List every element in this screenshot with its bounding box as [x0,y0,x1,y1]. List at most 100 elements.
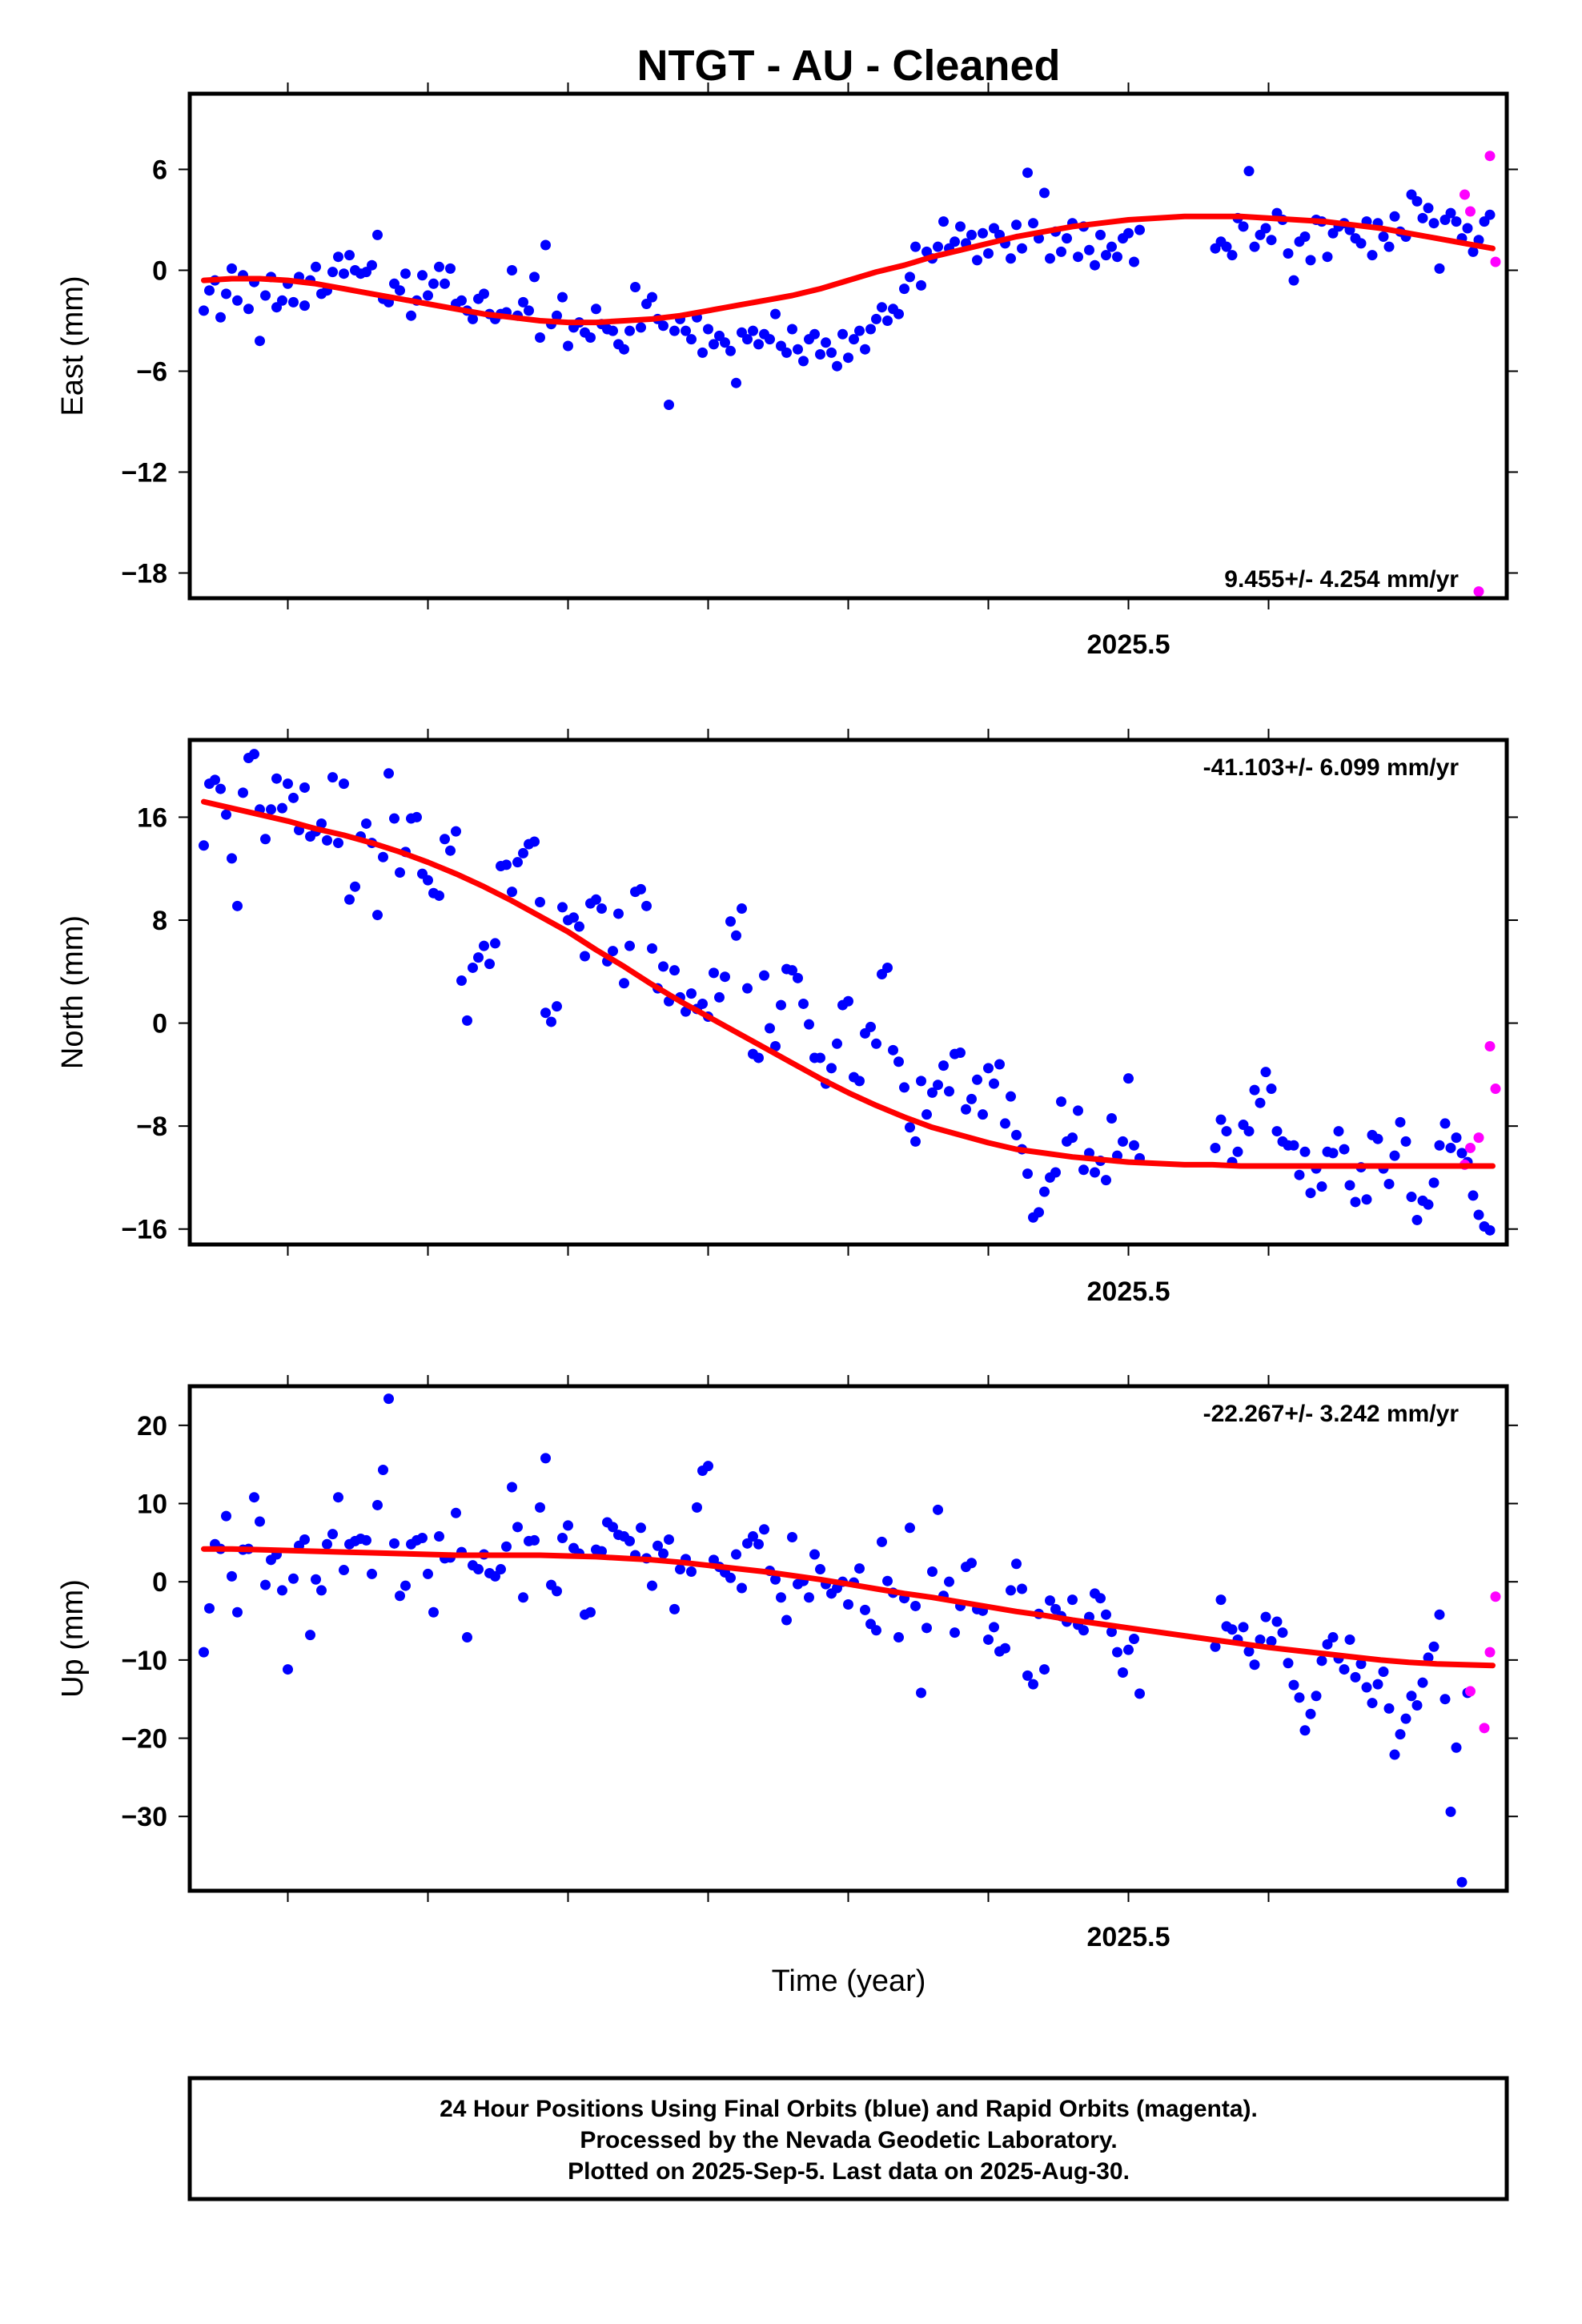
up-final-point [664,1534,674,1545]
east-final-point [1106,241,1117,252]
up-final-point [927,1566,938,1577]
up-ytick-label: −10 [121,1646,167,1676]
east-final-point [1073,251,1083,263]
north-final-point [490,938,500,949]
east-ytick-label: −18 [121,559,167,589]
up-final-point [725,1572,736,1583]
north-final-point [826,1063,837,1074]
east-final-point [1039,187,1050,199]
north-final-point [1344,1180,1355,1191]
north-final-point [484,959,495,970]
up-final-point [288,1573,299,1584]
east-final-point [288,296,299,308]
east-final-point [748,325,758,336]
caption-line-1: 24 Hour Positions Using Final Orbits (bl… [440,2096,1258,2122]
north-final-point [260,834,271,845]
caption-line-3: Plotted on 2025-Sep-5. Last data on 2025… [568,2158,1130,2185]
up-ytick-label: 20 [137,1411,167,1441]
east-final-point [1462,223,1473,234]
east-final-point [793,344,803,355]
east-final-point [686,334,697,345]
up-final-point [658,1548,669,1559]
east-rapid-point [1460,189,1470,200]
up-final-point [1445,1806,1456,1817]
east-final-point [742,334,753,345]
east-final-point [955,221,966,232]
east-final-point [1022,167,1033,179]
north-final-point [843,995,853,1007]
up-final-point [283,1664,293,1675]
east-final-point [854,325,865,336]
east-final-point [524,305,534,316]
north-final-point [983,1063,994,1074]
up-final-point [1045,1595,1055,1606]
north-final-point [972,1074,982,1085]
north-final-point [1101,1175,1111,1186]
up-final-point [260,1579,271,1590]
north-final-point [714,991,725,1003]
up-final-point [1283,1658,1294,1669]
up-final-point [1017,1583,1027,1594]
up-final-point [748,1531,758,1542]
north-ytick-label: −16 [121,1215,167,1245]
up-final-point [669,1603,680,1614]
up-final-point [1439,1694,1451,1705]
north-final-point [546,1016,556,1027]
up-final-point [871,1625,881,1636]
up-panel: 2025.5 20 10 0 −10 −20 −30 Up (mm) -22.267+/- 3.… [56,1375,1518,1952]
up-final-point [1423,1652,1434,1663]
east-final-point [232,295,243,306]
east-final-point [540,239,551,251]
up-final-point [1350,1671,1361,1683]
north-final-point [753,1052,764,1063]
north-ytick-label: 8 [152,906,167,936]
north-final-point [574,921,584,932]
east-ytick-label: 0 [152,256,167,287]
east-ytick-label: 6 [152,155,167,186]
north-final-point [1078,1164,1089,1176]
east-model-line [201,213,1496,326]
east-final-point [809,328,820,340]
north-final-point [759,970,769,981]
east-final-point [221,288,231,300]
up-final-point [1095,1593,1106,1604]
north-final-point [1255,1097,1266,1108]
up-final-point [1134,1688,1145,1699]
north-final-point [1011,1129,1022,1140]
up-rapid-point [1484,1647,1496,1658]
north-final-point [798,998,809,1009]
north-final-point [372,910,383,921]
north-final-point [910,1136,921,1147]
east-final-point [860,344,870,355]
east-final-point [299,300,310,312]
east-final-point [260,290,271,301]
up-final-point [596,1546,607,1557]
east-xtick-label: 2025.5 [1087,629,1170,660]
north-final-point [383,768,394,779]
north-final-point [238,787,248,798]
east-final-point [406,310,416,321]
north-final-point [899,1082,909,1093]
east-final-point [1112,251,1122,263]
east-final-point [731,377,741,388]
north-final-point [1006,1091,1016,1102]
up-final-point [563,1520,573,1531]
north-final-point [966,1093,977,1104]
up-final-point [1078,1625,1089,1636]
north-final-point [921,1109,932,1120]
north-final-point [1339,1144,1350,1155]
up-final-point [686,1566,697,1577]
up-final-point [529,1534,540,1546]
caption-box: 24 Hour Positions Using Final Orbits (bl… [187,2076,1509,2201]
north-final-point [1468,1190,1479,1201]
up-final-point [737,1582,747,1594]
north-final-point [1090,1167,1100,1178]
up-final-point [675,1564,685,1575]
north-final-point [1118,1136,1128,1147]
up-final-point [950,1627,960,1638]
east-final-point [333,251,343,263]
up-final-point [1311,1691,1322,1702]
north-final-point [1050,1167,1061,1178]
up-final-point [378,1465,388,1476]
up-final-point [731,1549,741,1560]
